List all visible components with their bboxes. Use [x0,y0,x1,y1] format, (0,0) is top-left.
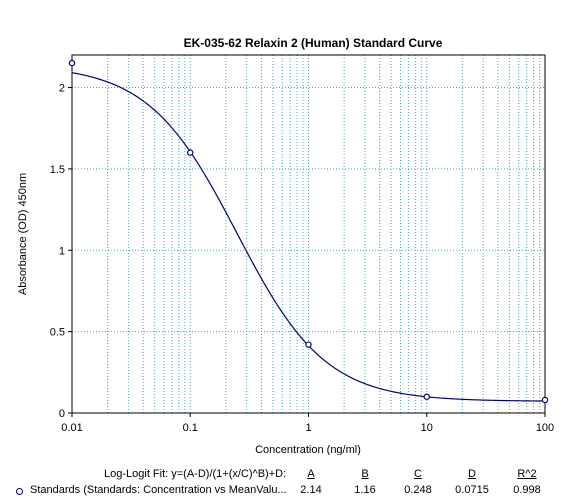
param-value-r2: 0.998 [513,484,541,496]
standard-curve-chart: EK-035-62 Relaxin 2 (Human) Standard Cur… [17,36,554,455]
data-point [305,341,312,348]
plot-frame [71,54,546,414]
data-point [187,149,194,156]
x-tick-label: 1 [305,422,311,434]
param-value-d: 0.0715 [455,484,489,496]
fit-equation-label: Log-Logit Fit: y=(A-D)/(1+(x/C)^B)+D: [104,468,287,480]
param-value-a: 2.14 [300,484,322,496]
y-axis-label: Absorbance (OD) 450nm [17,173,29,295]
y-tick-label: 1.5 [50,164,65,176]
y-tick-label: 0 [59,408,65,420]
param-header-r2: R^2 [517,468,537,480]
series-name: Standards (Standards: Concentration vs M… [30,484,287,496]
fit-header-row: Log-Logit Fit: y=(A-D)/(1+(x/C)^B)+D: A … [0,468,570,484]
x-tick-label: 0.1 [183,422,198,434]
data-point [423,393,430,400]
data-point [68,59,76,67]
axis-ticks: 0.01 0.1 1 10 100 0 0.5 1 1.5 2 [50,83,554,434]
chart-title: EK-035-62 Relaxin 2 (Human) Standard Cur… [184,36,443,50]
x-tick-label: 0.01 [61,422,82,434]
x-tick-label: 10 [421,422,433,434]
param-value-b: 1.16 [354,484,376,496]
x-axis-label: Concentration (ng/ml) [255,444,361,455]
param-header-d: D [468,468,476,480]
data-points [68,59,549,404]
fit-results-table: Log-Logit Fit: y=(A-D)/(1+(x/C)^B)+D: A … [0,466,570,504]
param-header-b: B [361,468,369,480]
param-header-c: C [414,468,422,480]
data-point [541,396,549,404]
series-marker-icon [16,488,23,495]
param-header-a: A [307,468,315,480]
grid [72,55,545,413]
y-tick-label: 0.5 [50,327,65,339]
fit-values-row: Standards (Standards: Concentration vs M… [0,484,570,500]
y-tick-label: 2 [59,83,65,95]
y-tick-label: 1 [59,245,65,257]
x-tick-label: 100 [536,422,554,434]
param-value-c: 0.248 [404,484,432,496]
